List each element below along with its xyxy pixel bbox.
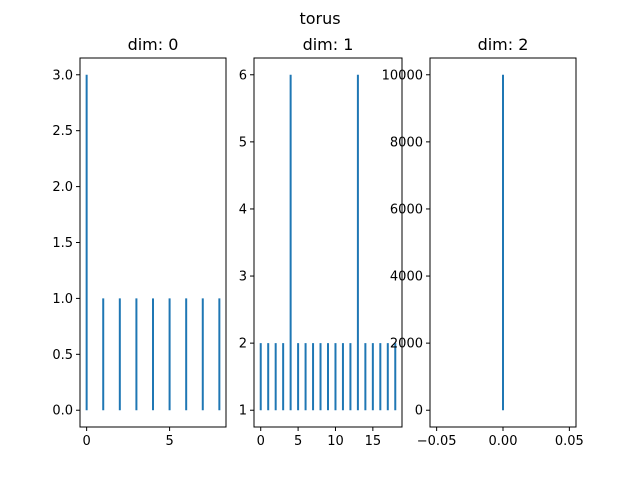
y-tick-label-dim2-3: 6000 [390,202,423,217]
x-tick-label-dim1-1: 5 [294,434,302,449]
y-tick-label-dim1-4: 5 [239,135,247,150]
x-tick-label-dim1-0: 0 [257,434,265,449]
y-tick-label-dim0-4: 2.0 [52,180,73,195]
subplot-dim-0: dim: 0 0 5 0.0 0.5 1.0 1.5 2.0 2.5 3.0 [52,35,227,449]
y-tick-label-dim1-1: 2 [239,337,247,352]
y-tick-label-dim1-0: 1 [239,404,247,419]
y-tick-label-dim2-2: 4000 [390,270,423,285]
x-tick-label-dim0-0: 0 [82,434,90,449]
y-tick-label-dim0-2: 1.0 [52,292,73,307]
y-tick-label-dim0-0: 0.0 [52,404,73,419]
y-tick-label-dim2-1: 2000 [390,337,423,352]
y-tick-label-dim0-3: 1.5 [52,236,73,251]
y-tick-label-dim2-5: 10000 [382,68,423,83]
y-tick-label-dim0-5: 2.5 [52,124,73,139]
x-tick-label-dim2-0: −0.05 [417,434,457,449]
x-tick-label-dim2-1: 0.00 [489,434,518,449]
y-tick-label-dim1-2: 3 [239,270,247,285]
y-tick-label-dim1-5: 6 [239,68,247,83]
subplot-title-dim-0: dim: 0 [128,35,179,54]
y-tick-label-dim0-1: 0.5 [52,348,73,363]
subplot-dim-1: dim: 1 0 5 10 15 1 2 3 4 5 6 [239,35,403,449]
figure-title: torus [299,9,340,28]
subplot-title-dim-2: dim: 2 [478,35,529,54]
x-tick-label-dim0-1: 5 [165,434,173,449]
x-tick-label-dim2-2: 0.05 [555,434,584,449]
subplot-dim-2: dim: 2 −0.05 0.00 0.05 0 2000 4000 6000 8000 1000… [382,35,584,449]
x-tick-label-dim1-2: 10 [327,434,344,449]
axes-frame-dim-1 [253,57,403,428]
y-tick-label-dim1-3: 4 [239,202,247,217]
x-tick-label-dim1-3: 15 [365,434,382,449]
y-tick-label-dim2-4: 8000 [390,135,423,150]
y-tick-label-dim2-0: 0 [415,404,423,419]
y-tick-label-dim0-6: 3.0 [52,68,73,83]
subplot-title-dim-1: dim: 1 [303,35,354,54]
